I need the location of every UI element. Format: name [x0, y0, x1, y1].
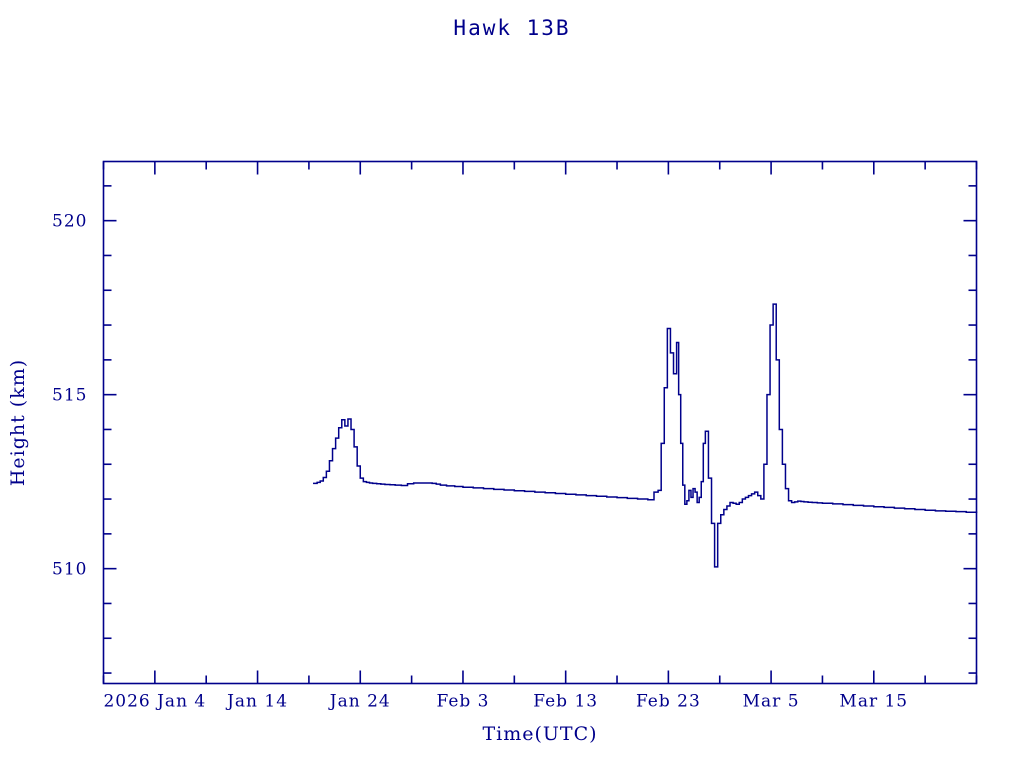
x-tick-label: Mar 15 — [839, 692, 908, 712]
axis-layer — [102, 160, 978, 685]
x-tick-label: 2026 Jan 4 — [103, 692, 206, 712]
page-title: Hawk 13B — [453, 16, 571, 40]
x-tick-label: Feb 3 — [436, 692, 489, 712]
x-axis-title: Time(UTC) — [482, 723, 597, 745]
data-series-layer — [313, 303, 978, 568]
y-tick-label: 520 — [52, 212, 87, 232]
x-tick-label: Feb 13 — [533, 692, 598, 712]
y-tick-label: 515 — [52, 386, 87, 406]
x-tick-label: Feb 23 — [636, 692, 701, 712]
y-axis-title: Height (km) — [7, 359, 29, 486]
data-line-height — [313, 303, 978, 568]
x-tick-label: Mar 5 — [743, 692, 800, 712]
x-tick-label: Jan 24 — [328, 692, 391, 712]
x-tick-label: Jan 14 — [225, 692, 288, 712]
y-tick-label: 510 — [52, 560, 87, 580]
axis-label-layer: 510 515 520 2026 Jan 4 Jan 14 Jan 24 Feb 3 Feb … — [7, 212, 908, 745]
